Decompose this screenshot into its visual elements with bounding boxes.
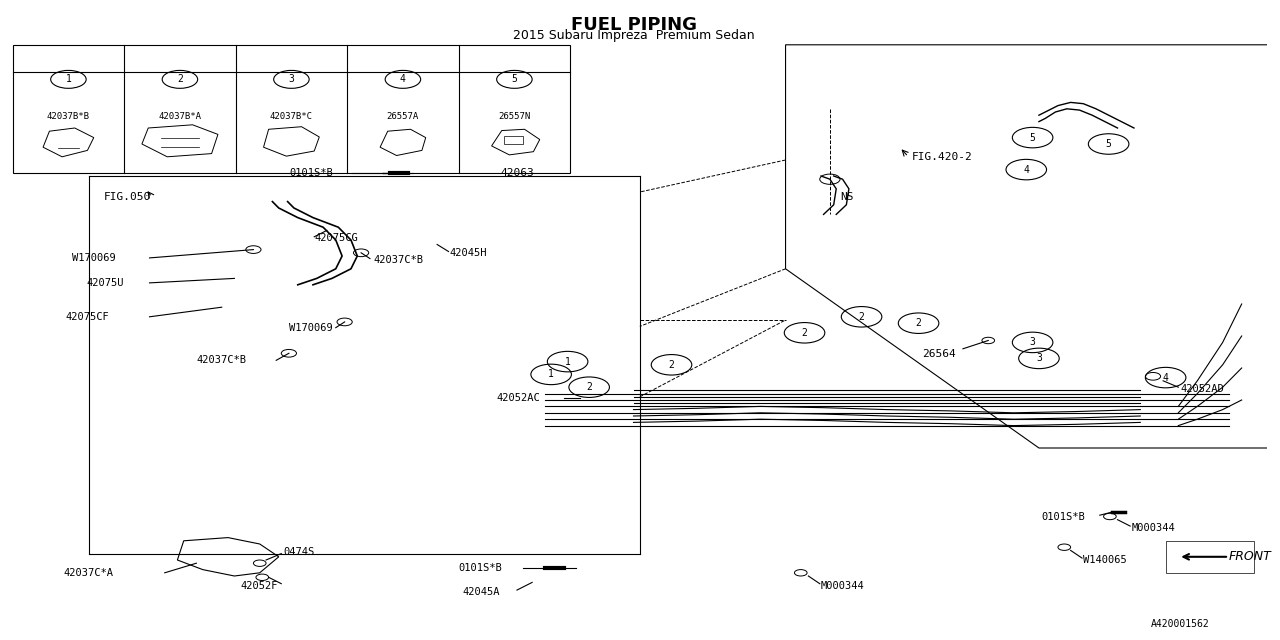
Text: M000344: M000344	[820, 580, 865, 591]
Text: 42075CF: 42075CF	[65, 312, 110, 322]
Text: 4: 4	[1162, 372, 1169, 383]
Text: 5: 5	[1106, 139, 1111, 149]
Text: FIG.050: FIG.050	[104, 192, 151, 202]
Text: 5: 5	[1029, 132, 1036, 143]
Text: 0101S*B: 0101S*B	[458, 563, 503, 573]
Text: 26564: 26564	[923, 349, 956, 359]
Text: NS: NS	[840, 192, 854, 202]
Text: 0101S*B: 0101S*B	[1042, 512, 1085, 522]
Text: 42045H: 42045H	[449, 248, 488, 258]
Text: 0101S*B: 0101S*B	[289, 168, 333, 178]
Text: 2: 2	[801, 328, 808, 338]
Text: 42037C*A: 42037C*A	[63, 568, 114, 578]
Text: 4: 4	[1023, 164, 1029, 175]
Text: 3: 3	[288, 74, 294, 84]
Bar	[1166, 541, 1254, 573]
Text: 3: 3	[1036, 353, 1042, 364]
Text: 42052AC: 42052AC	[497, 393, 540, 403]
Text: 42052AD: 42052AD	[1181, 384, 1225, 394]
Text: 42037B*C: 42037B*C	[270, 112, 312, 122]
Text: 26557N: 26557N	[498, 112, 530, 122]
Text: 2: 2	[177, 74, 183, 84]
Text: 3: 3	[1029, 337, 1036, 348]
Text: 42037B*B: 42037B*B	[47, 112, 90, 122]
Text: 42052F: 42052F	[241, 580, 278, 591]
Text: FUEL PIPING: FUEL PIPING	[571, 16, 696, 34]
Text: 2015 Subaru Impreza  Premium Sedan: 2015 Subaru Impreza Premium Sedan	[513, 29, 754, 42]
Text: 1: 1	[65, 74, 72, 84]
Text: 2: 2	[915, 318, 922, 328]
Text: 1: 1	[564, 356, 571, 367]
Bar	[504, 136, 524, 144]
Text: 26557A: 26557A	[387, 112, 419, 122]
Text: 42063: 42063	[500, 168, 534, 178]
Text: W170069: W170069	[289, 323, 333, 333]
Text: A420001562: A420001562	[1151, 619, 1210, 629]
Text: 42037B*A: 42037B*A	[159, 112, 201, 122]
Text: W170069: W170069	[72, 253, 116, 263]
Text: 1: 1	[548, 369, 554, 380]
Text: 42075U: 42075U	[86, 278, 124, 288]
Text: 0474S: 0474S	[284, 547, 315, 557]
Text: M000344: M000344	[1132, 523, 1175, 533]
Bar	[13, 45, 570, 173]
Text: 42037C*B: 42037C*B	[374, 255, 424, 266]
Text: 4: 4	[399, 74, 406, 84]
Text: FIG.420-2: FIG.420-2	[913, 152, 973, 162]
Text: 42037C*B: 42037C*B	[196, 355, 246, 365]
Text: 2: 2	[586, 382, 593, 392]
Text: 42075CG: 42075CG	[314, 233, 358, 243]
Text: 2: 2	[668, 360, 675, 370]
Text: 5: 5	[512, 74, 517, 84]
Text: 42045A: 42045A	[462, 587, 500, 597]
Text: FRONT: FRONT	[1229, 550, 1272, 563]
Text: W140065: W140065	[1083, 555, 1128, 565]
Text: 2: 2	[859, 312, 864, 322]
